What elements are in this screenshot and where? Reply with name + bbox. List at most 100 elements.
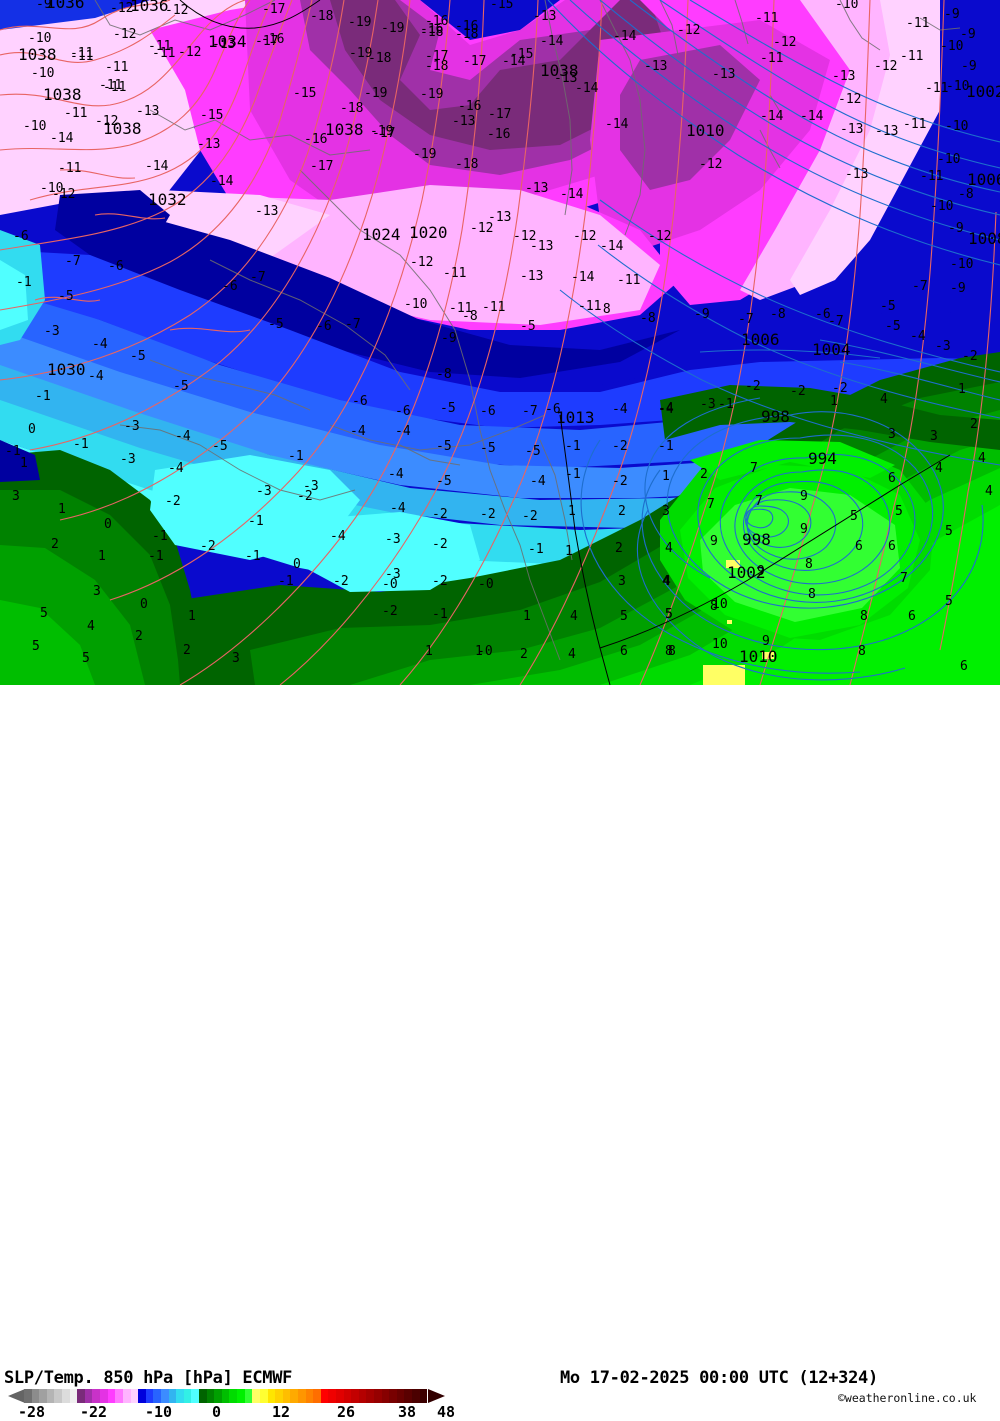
colorbar-swatch	[39, 1389, 47, 1403]
temperature-value-label: -5	[212, 439, 228, 454]
pressure-contour-label: 994	[808, 449, 837, 468]
colorbar-swatch	[389, 1389, 397, 1403]
temperature-value-label: -12	[699, 157, 722, 172]
temperature-value-label: 9	[757, 564, 765, 579]
colorbar-swatch	[259, 1389, 268, 1403]
colorbar-tick: 0	[212, 1403, 222, 1421]
colorbar-swatch	[313, 1389, 321, 1403]
temperature-value-label: -3	[120, 452, 136, 467]
weather-map-canvas[interactable]: 1036 1036 1038 1038 1038 1034 1038 1032 1030 1024…	[0, 0, 1000, 685]
colorbar-swatch	[183, 1389, 192, 1403]
temperature-value-label: -2	[432, 537, 448, 552]
colorbar-tick: 26	[337, 1403, 356, 1421]
temperature-value-label: -8	[595, 302, 611, 317]
temperature-value-label: -5	[130, 349, 146, 364]
model-run-timestamp: Mo 17-02-2025 00:00 UTC (12+324)	[560, 1368, 878, 1388]
temperature-value-label: -9	[36, 0, 52, 12]
temperature-value-label: -10	[937, 152, 960, 167]
temperature-value-label: -3	[256, 484, 272, 499]
temperature-value-label: 4	[880, 392, 888, 407]
temperature-value-label: -5	[525, 444, 541, 459]
temperature-value-label: 0	[28, 422, 36, 437]
pressure-contour-label: 1038	[540, 61, 579, 80]
temperature-value-label: -15	[510, 47, 533, 62]
temperature-value-label: 8	[805, 557, 813, 572]
temperature-value-label: -11	[920, 169, 943, 184]
border-layer	[179, 0, 951, 685]
colorbar-swatch	[237, 1389, 245, 1403]
temperature-value-label: -0	[477, 644, 493, 659]
temperature-value-label: -13	[712, 67, 735, 82]
temperature-value-label: -13	[840, 122, 863, 137]
temperature-value-label: 6	[888, 539, 896, 554]
pressure-contour-label: 1010	[739, 647, 778, 666]
temperature-value-label: -13	[644, 59, 667, 74]
colorbar-tick: 12	[272, 1403, 291, 1421]
temperature-value-label: 3	[93, 584, 101, 599]
temperature-value-label: -13	[255, 204, 278, 219]
pressure-contour-label: 1030	[47, 360, 86, 379]
temperature-value-label: -13	[533, 9, 556, 24]
temperature-value-label: -18	[425, 59, 448, 74]
temperature-value-label: -2	[333, 574, 349, 589]
colorbar-swatch	[297, 1389, 306, 1403]
temperature-value-label: -8	[462, 309, 478, 324]
temperature-value-label: -11	[900, 49, 923, 64]
temperature-value-label: -5	[268, 317, 284, 332]
fill-speck	[703, 665, 745, 685]
temperature-value-label: 10	[712, 597, 728, 612]
temperature-value-label: 7	[755, 494, 763, 509]
temperature-value-label: -1	[565, 439, 581, 454]
temperature-value-label: -6	[108, 259, 124, 274]
temperature-value-label: 5	[895, 504, 903, 519]
temperature-value-label: -13	[197, 137, 220, 152]
temperature-value-label: -13	[845, 167, 868, 182]
temperature-value-label: 7	[750, 461, 758, 476]
temperature-value-label: -10	[950, 257, 973, 272]
temperature-value-label: -13	[525, 181, 548, 196]
temperature-value-label: -13	[488, 210, 511, 225]
temperature-value-label: -12	[113, 27, 136, 42]
temperature-value-label: 2	[183, 643, 191, 658]
temperature-value-label: 2	[700, 467, 708, 482]
colorbar-swatch	[381, 1389, 390, 1403]
fill-band	[0, 200, 1000, 395]
temperature-value-label: 3	[930, 429, 938, 444]
temperature-value-label: 1	[188, 609, 196, 624]
temperature-value-label: -11	[617, 273, 640, 288]
temperature-value-label: -11	[449, 301, 472, 316]
pressure-contour-label: 1006	[741, 330, 780, 349]
colorbar-tick: 38	[398, 1403, 417, 1421]
temperature-value-label: -9	[694, 307, 710, 322]
temperature-value-label: -19	[348, 15, 371, 30]
temperature-value-label: -11	[70, 49, 93, 64]
temperature-value-label: -4	[910, 329, 926, 344]
temperature-value-label: 1	[830, 394, 838, 409]
temperature-value-label: -4	[88, 369, 104, 384]
temperature-value-label: 1	[958, 382, 966, 397]
pressure-contour-label: 1034	[208, 32, 247, 51]
temperature-colorbar[interactable]	[24, 1389, 428, 1403]
colorbar-tick-labels: -28 -22 -10 0 12 26 38 48	[0, 1403, 500, 1421]
pressure-contour-label: 998	[742, 530, 771, 549]
temperature-value-label: -3	[124, 419, 140, 434]
temperature-value-label: -12	[838, 92, 861, 107]
temperature-value-label: -0	[382, 577, 398, 592]
temperature-value-label: 4	[87, 619, 95, 634]
temperature-value-label: -11	[105, 60, 128, 75]
temperature-value-label: -11	[58, 161, 81, 176]
temperature-value-label: 2	[615, 541, 623, 556]
temperature-value-label: -7	[250, 270, 266, 285]
temperature-value-label: -10	[946, 79, 969, 94]
temperature-value-label: -9	[948, 221, 964, 236]
temperature-value-label: 4	[568, 647, 576, 662]
temperature-value-label: -1	[565, 467, 581, 482]
colorbar-swatch	[328, 1389, 336, 1403]
colorbar-swatch	[366, 1389, 375, 1403]
temperature-value-label: 6	[620, 644, 628, 659]
temperature-value-label: -13	[875, 124, 898, 139]
temperature-value-label: -11	[99, 78, 122, 93]
colorbar-swatch	[54, 1389, 63, 1403]
temperature-value-label: -12	[648, 229, 671, 244]
